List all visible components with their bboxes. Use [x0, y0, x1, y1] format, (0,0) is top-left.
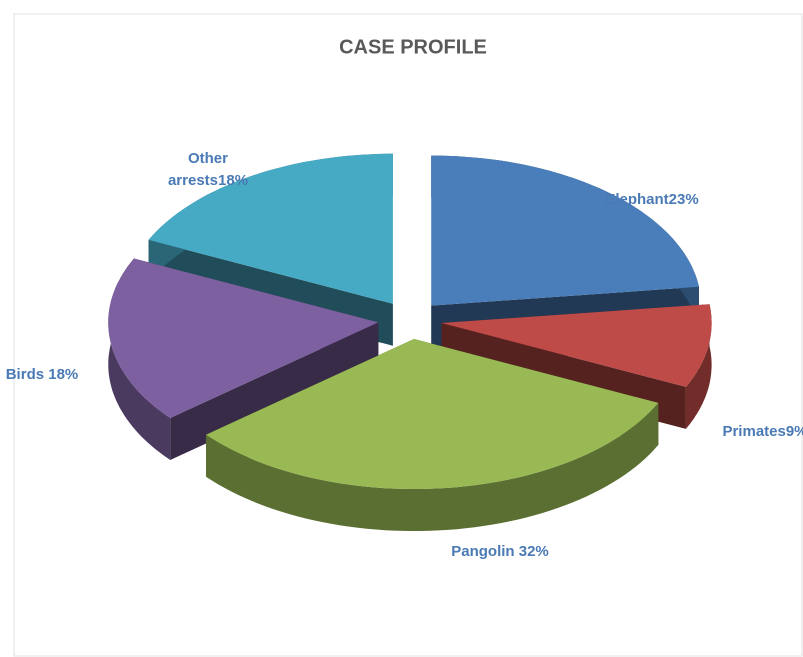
slice-top: [148, 153, 393, 304]
slice-wall: [170, 322, 379, 460]
slice-side: [685, 304, 712, 429]
slice-top: [108, 258, 379, 418]
data-label: Elephant23%: [605, 191, 699, 208]
slice-top: [206, 339, 659, 489]
slice: [108, 258, 379, 460]
data-label: Birds 18%: [5, 366, 79, 383]
chart-border: [13, 13, 803, 657]
data-label: Primates9%: [722, 423, 803, 440]
slice: [206, 339, 659, 531]
chart-title: CASE PROFILE: [339, 36, 487, 58]
slice-top: [441, 304, 712, 387]
slice-side: [206, 402, 659, 531]
data-label: Other arrests18%: [167, 150, 249, 189]
slice-top: [431, 155, 699, 306]
data-label: Pangolin 32%: [451, 543, 549, 560]
